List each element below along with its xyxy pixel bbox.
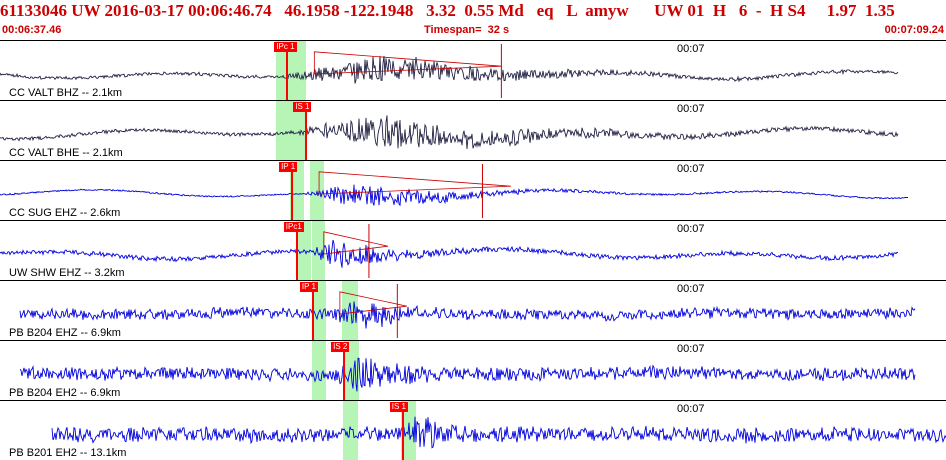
waveform-trace — [0, 44, 899, 98]
minute-tick-label: 00:07 — [677, 283, 705, 295]
seismogram-panel[interactable]: IS 1 00:07 CC VALT BHE -- 2.1km — [0, 100, 946, 160]
s-window-band — [289, 101, 306, 160]
minute-tick-label: 00:07 — [677, 163, 705, 175]
waveform-trace — [51, 416, 946, 449]
s-window-band — [312, 221, 326, 280]
s-window-band — [342, 281, 358, 340]
p-window-band — [290, 161, 304, 220]
station-channel-label: UW SHW EHZ -- 3.2km — [9, 267, 125, 279]
window-end-time: 00:07:09.24 — [884, 24, 944, 36]
waveform-trace — [0, 164, 908, 218]
waveform-trace — [0, 224, 899, 278]
phase-pick-line[interactable] — [291, 171, 294, 220]
coda-envelope — [318, 171, 511, 195]
minute-tick-label: 00:07 — [677, 103, 705, 115]
station-channel-label: CC VALT BHE -- 2.1km — [9, 147, 123, 159]
minute-tick-label: 00:07 — [677, 343, 705, 355]
phase-pick-flag[interactable]: IS 1 — [389, 402, 408, 412]
waveform-line — [0, 239, 899, 268]
phase-pick-line[interactable] — [295, 231, 298, 280]
waveform-trace — [19, 357, 916, 392]
minute-tick-label: 00:07 — [677, 223, 705, 235]
waveform-line — [19, 357, 916, 392]
waveform-line — [0, 115, 899, 150]
waveform-line — [0, 55, 899, 84]
seismogram-panel[interactable]: IS 2 00:07 PB B204 EH2 -- 6.9km — [0, 340, 946, 400]
coda-envelope — [323, 231, 388, 255]
minute-tick-label: 00:07 — [677, 403, 705, 415]
station-channel-label: PB B201 EH2 -- 13.1km — [9, 447, 127, 459]
phase-pick-line[interactable] — [311, 291, 314, 340]
p-window-band — [312, 341, 327, 400]
waveform-trace — [19, 284, 916, 338]
station-channel-label: PB B204 EHZ -- 6.9km — [9, 327, 121, 339]
seismogram-panel[interactable]: IS 1 00:07 PB B201 EH2 -- 13.1km — [0, 400, 946, 460]
waveform-line — [0, 184, 908, 207]
timespan-label: Timespan= 32 s — [424, 24, 510, 36]
coda-envelope — [339, 291, 407, 315]
station-channel-label: CC SUG EHZ -- 2.6km — [9, 207, 121, 219]
phase-pick-flag[interactable]: IS 2 — [331, 342, 350, 352]
waveform-trace — [0, 115, 899, 150]
seismogram-panel[interactable]: IPc1 00:07 UW SHW EHZ -- 3.2km — [0, 220, 946, 280]
waveform-line — [19, 301, 916, 329]
phase-pick-line[interactable] — [401, 411, 404, 460]
phase-pick-line[interactable] — [343, 351, 346, 400]
station-channel-label: CC VALT BHZ -- 2.1km — [9, 87, 123, 99]
phase-pick-flag[interactable]: IP 1 — [299, 282, 318, 292]
waveform-line — [51, 416, 946, 449]
phase-pick-flag[interactable]: IS 1 — [293, 102, 312, 112]
s-window-band — [289, 41, 306, 100]
seismogram-panel[interactable]: IP 1 00:07 CC SUG EHZ -- 2.6km — [0, 160, 946, 220]
event-summary: 61133046 UW 2016-03-17 00:06:46.74 46.19… — [0, 1, 895, 20]
phase-pick-flag[interactable]: IP 1 — [279, 162, 298, 172]
phase-pick-flag[interactable]: IPc1 — [283, 222, 304, 232]
coda-envelope — [313, 51, 502, 75]
minute-tick-label: 00:07 — [677, 43, 705, 55]
p-window-band — [343, 401, 358, 460]
p-window-band — [276, 41, 289, 100]
seismogram-panel[interactable]: IPc 1 00:07 CC VALT BHZ -- 2.1km — [0, 40, 946, 100]
phase-pick-flag[interactable]: IPc 1 — [274, 42, 297, 52]
station-channel-label: PB B204 EH2 -- 6.9km — [9, 387, 121, 399]
p-window-band — [276, 101, 289, 160]
window-start-time: 00:06:37.46 — [2, 24, 62, 36]
phase-pick-line[interactable] — [286, 51, 289, 100]
event-header-bar: 61133046 UW 2016-03-17 00:06:46.74 46.19… — [0, 0, 946, 40]
seismogram-panel[interactable]: IP 1 00:07 PB B204 EHZ -- 6.9km — [0, 280, 946, 340]
phase-pick-line[interactable] — [305, 111, 308, 160]
